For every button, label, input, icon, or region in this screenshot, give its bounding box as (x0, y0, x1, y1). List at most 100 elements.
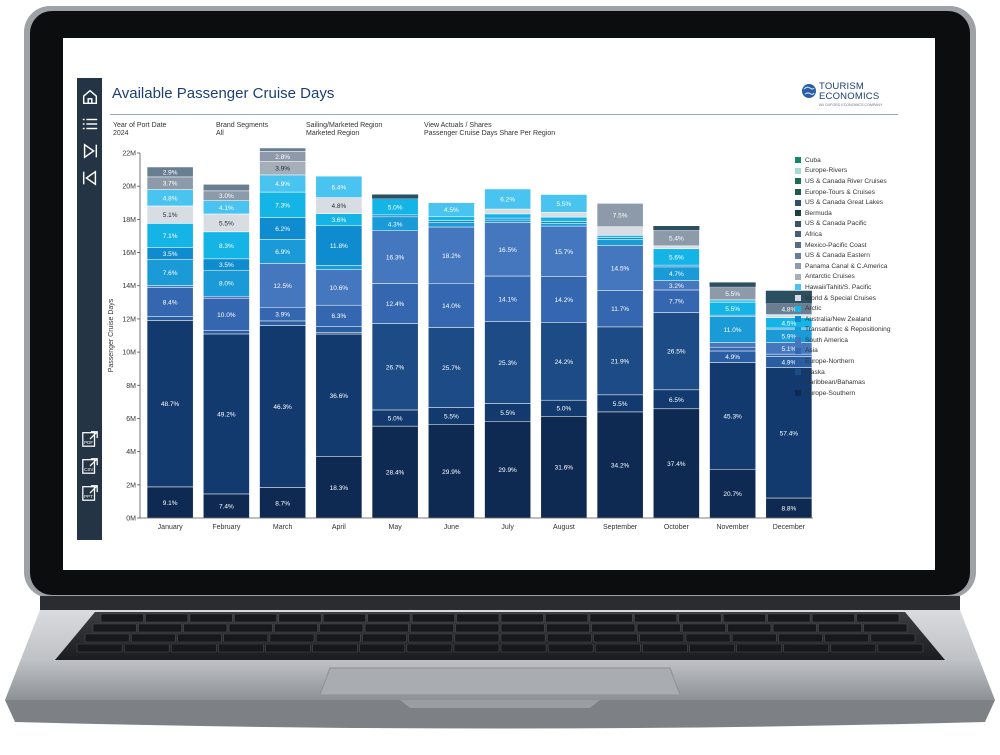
legend-item[interactable]: Asia (795, 346, 935, 357)
bar-segment[interactable] (315, 326, 363, 333)
bar-segment[interactable] (146, 287, 194, 317)
bar-segment[interactable] (484, 213, 531, 219)
legend-item[interactable]: US & Canada Eastern (795, 250, 935, 261)
legend-item[interactable]: Antarctic Cruises (795, 272, 935, 283)
bar-segment[interactable] (315, 265, 363, 270)
bar-segment[interactable] (315, 332, 363, 335)
bar-segment[interactable] (765, 303, 813, 315)
bar-segment[interactable] (596, 290, 644, 328)
bar-segment[interactable] (428, 424, 475, 519)
filter-view[interactable]: View Actuals / Shares Passenger Cruise D… (424, 122, 556, 137)
bar-segment[interactable] (540, 416, 588, 519)
bar-segment[interactable] (540, 216, 588, 222)
bar-segment[interactable] (428, 220, 475, 223)
bar-segment[interactable] (315, 175, 363, 198)
bar-segment[interactable] (146, 486, 194, 519)
bar-segment[interactable] (540, 322, 588, 401)
legend-item[interactable]: South America (795, 335, 935, 346)
bar-segment[interactable] (315, 456, 363, 519)
legend-item[interactable]: Cuba (795, 155, 935, 166)
csv-export-icon[interactable]: CSV (79, 455, 100, 476)
bar-segment[interactable] (259, 325, 306, 488)
bar-segment[interactable] (428, 283, 475, 328)
bar-segment[interactable] (653, 245, 700, 250)
legend-item[interactable]: US & Canada Pacific (795, 219, 935, 230)
filter-year[interactable]: Year of Port Date 2024 (113, 122, 167, 137)
bar-segment[interactable] (259, 263, 306, 308)
bar-segment[interactable] (146, 285, 194, 288)
bar-segment[interactable] (596, 326, 644, 396)
legend-item[interactable]: Hawaii/Tahiti/S. Pacific (795, 282, 935, 293)
bar-segment-other[interactable] (653, 226, 700, 231)
bar-segment[interactable] (596, 411, 644, 519)
legend-item[interactable]: Europe-Southern (795, 388, 935, 399)
bar-segment[interactable] (428, 226, 475, 285)
bar-segment[interactable] (315, 333, 363, 457)
bar-segment[interactable] (484, 188, 531, 210)
bar-segment[interactable] (371, 425, 419, 519)
bar-segment[interactable] (596, 235, 644, 238)
legend-item[interactable]: Bermuda (795, 208, 935, 219)
bar-segment[interactable] (428, 222, 475, 228)
list-icon[interactable] (79, 113, 100, 134)
bar-segment[interactable] (259, 239, 306, 264)
bar-segment[interactable] (203, 184, 250, 192)
bar-segment[interactable] (709, 346, 756, 352)
bar-segment[interactable] (203, 493, 250, 519)
bar-segment[interactable] (146, 166, 194, 178)
bar-segment[interactable] (146, 316, 194, 321)
bar-segment[interactable] (259, 191, 306, 218)
bar-segment[interactable] (709, 468, 756, 519)
bar-segment[interactable] (203, 297, 250, 331)
bar-segment[interactable] (709, 299, 756, 303)
bar-segment[interactable] (484, 275, 531, 322)
bar-segment[interactable] (371, 323, 419, 411)
bar-segment-other[interactable] (709, 282, 756, 287)
bar-segment[interactable] (596, 226, 644, 236)
bar-segment[interactable] (203, 295, 250, 299)
legend-item[interactable]: Europe-Tours & Cruises (795, 187, 935, 198)
bar-segment[interactable] (484, 217, 531, 221)
bar-segment[interactable] (428, 202, 475, 217)
legend-item[interactable]: Europe-Northern (795, 356, 935, 367)
pdf-export-icon[interactable]: PDF (79, 428, 100, 449)
bar-segment[interactable] (484, 208, 531, 215)
bar-segment[interactable] (653, 312, 700, 391)
home-icon[interactable] (79, 86, 100, 107)
bar-segment[interactable] (540, 223, 588, 227)
bar-segment[interactable] (203, 269, 250, 297)
bar-segment[interactable] (596, 203, 644, 227)
bar-segment[interactable] (653, 408, 700, 519)
bar-segment[interactable] (540, 276, 588, 323)
legend-item[interactable]: Africa (795, 229, 935, 240)
bar-segment[interactable] (371, 283, 419, 324)
bar-segment[interactable] (484, 222, 531, 277)
bar-segment[interactable] (596, 239, 644, 246)
legend-item[interactable]: Australia/New Zealand (795, 314, 935, 325)
bar-segment[interactable] (540, 194, 588, 213)
bar-segment[interactable] (259, 147, 306, 152)
legend-item[interactable]: Europe-Rivers (795, 166, 935, 177)
bar-segment[interactable] (484, 321, 531, 404)
bar-segment[interactable] (203, 330, 250, 335)
bar-segment[interactable] (259, 320, 306, 326)
bar-segment[interactable] (653, 264, 700, 268)
ppt-export-icon[interactable]: PPT (79, 482, 100, 503)
legend-item[interactable]: Caribbean/Bahamas (795, 377, 935, 388)
bar-segment[interactable] (709, 342, 756, 348)
bar-segment[interactable] (540, 225, 588, 277)
legend-item[interactable]: Alaska (795, 367, 935, 378)
filter-brand-segments[interactable]: Brand Segments All (216, 122, 269, 137)
bar-segment[interactable] (484, 421, 531, 519)
legend-item[interactable]: Mexico-Pacific Coast (795, 240, 935, 251)
bar-segment[interactable] (765, 367, 813, 499)
bar-segment[interactable] (259, 487, 306, 519)
skip-forward-icon[interactable] (79, 140, 100, 161)
filter-region[interactable]: Sailing/Marketed Region Marketed Region (306, 122, 383, 137)
bar-segment[interactable] (596, 237, 644, 240)
legend-item[interactable]: World & Special Cruises (795, 293, 935, 304)
bar-segment[interactable] (596, 245, 644, 291)
legend-item[interactable]: Arctic (795, 303, 935, 314)
bar-segment[interactable] (428, 216, 475, 221)
bar-segment[interactable] (540, 221, 588, 224)
